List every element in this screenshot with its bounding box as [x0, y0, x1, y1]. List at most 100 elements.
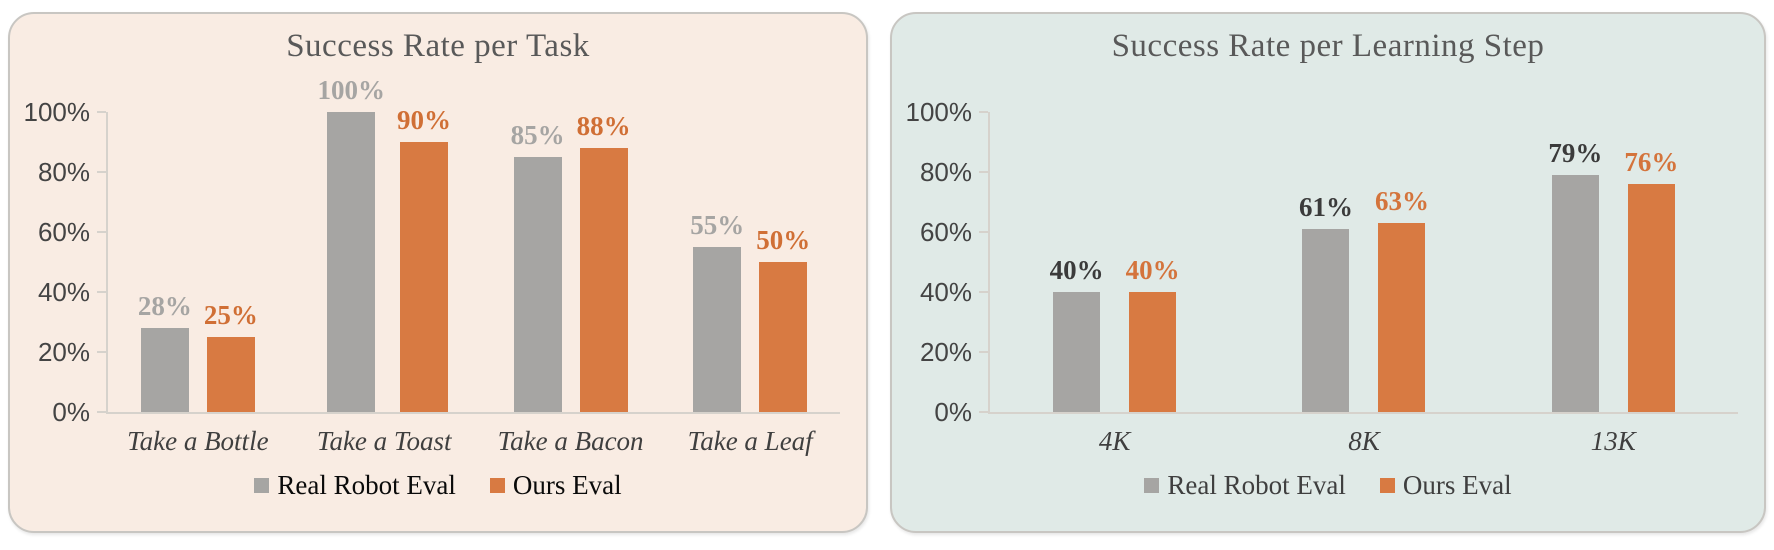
y-tick-label: 40%	[37, 277, 90, 307]
bar-value-label: 40%	[1125, 255, 1180, 285]
category-label: 13K	[1590, 426, 1636, 456]
y-tick-label: 60%	[919, 217, 972, 247]
y-tick-mark	[97, 411, 106, 413]
category-label: 8K	[1348, 426, 1380, 456]
bar-column: 100%	[317, 75, 385, 412]
bar-group: 100% 90% Take a Toast	[317, 75, 452, 456]
y-tick-label: 80%	[37, 157, 90, 187]
y-tick-mark	[979, 411, 988, 413]
plot-area: 28% 25% Take a Bottle 100% 90% Take a Toast 85…	[106, 75, 840, 456]
bar	[327, 112, 376, 412]
bar	[1302, 229, 1350, 412]
bar	[759, 262, 808, 412]
y-tick-mark	[97, 291, 106, 293]
chart-panel-task: Success Rate per Task 0% 20% 40% 60% 80% 100%…	[8, 12, 868, 533]
y-tick-mark	[97, 111, 106, 113]
category-label: Take a Toast	[316, 426, 452, 456]
legend-label: Ours Eval	[512, 470, 622, 500]
bar-value-label: 90%	[396, 105, 451, 135]
bar-column: 88%	[577, 111, 631, 412]
bar-column: 79%	[1548, 138, 1602, 412]
legend-item-real-robot-eval: Real Robot Eval	[254, 470, 456, 500]
bar-column: 63%	[1375, 186, 1429, 412]
bar	[1053, 292, 1101, 412]
bar-value-label: 76%	[1624, 147, 1679, 177]
bar-column: 90%	[397, 105, 451, 412]
legend-swatch-icon	[1144, 477, 1160, 493]
category-label: Take a Leaf	[687, 426, 813, 456]
bar-group: 55% 50% Take a Leaf	[688, 210, 813, 456]
chart-panel-learning-step: Success Rate per Learning Step 0% 20% 40% 6…	[890, 12, 1766, 533]
bar-column: 25%	[204, 300, 258, 412]
bar	[1129, 292, 1177, 412]
chart-area: 0% 20% 40% 60% 80% 100% 28% 25% Take a Bottle 10…	[10, 75, 866, 456]
bar-value-label: 25%	[203, 300, 258, 330]
y-tick-label: 0%	[52, 397, 90, 427]
legend-item-ours-eval: Ours Eval	[489, 470, 622, 500]
y-tick-mark	[979, 231, 988, 233]
legend-swatch-icon	[1379, 477, 1395, 493]
bar-column: 50%	[756, 225, 810, 412]
category-label: Take a Bottle	[127, 426, 269, 456]
legend-label: Real Robot Eval	[277, 470, 456, 500]
y-tick-label: 100%	[23, 97, 91, 127]
legend-label: Ours Eval	[1402, 470, 1512, 500]
legend-item-ours-eval: Ours Eval	[1379, 470, 1512, 500]
y-tick-mark	[97, 171, 106, 173]
y-tick-mark	[97, 351, 106, 353]
bar-value-label: 50%	[756, 225, 811, 255]
y-tick-label: 100%	[905, 97, 973, 127]
y-tick-mark	[979, 111, 988, 113]
bar-value-label: 28%	[137, 291, 192, 321]
bar-value-label: 100%	[317, 75, 385, 105]
legend: Real Robot Eval Ours Eval	[892, 470, 1764, 500]
legend-label: Real Robot Eval	[1167, 470, 1346, 500]
bar-column: 61%	[1299, 192, 1353, 412]
legend-item-real-robot-eval: Real Robot Eval	[1144, 470, 1346, 500]
bar	[140, 328, 189, 412]
bar-value-label: 79%	[1548, 138, 1603, 168]
bar-value-label: 63%	[1374, 186, 1429, 216]
bar	[1627, 184, 1675, 412]
y-tick-mark	[979, 351, 988, 353]
y-tick-mark	[979, 171, 988, 173]
bar	[513, 157, 562, 412]
y-tick-label: 40%	[919, 277, 972, 307]
bar-column: 55%	[690, 210, 744, 412]
bar-group: 28% 25% Take a Bottle	[127, 291, 269, 456]
bar-column: 40%	[1126, 255, 1180, 412]
bar-value-label: 61%	[1298, 192, 1353, 222]
y-axis: 0% 20% 40% 60% 80% 100%	[10, 97, 106, 427]
plot-area: 40% 40% 4K 61% 63% 8K 79% 76% 13K	[988, 112, 1738, 456]
bar	[1551, 175, 1599, 412]
chart-title-task: Success Rate per Task	[286, 28, 590, 64]
chart-title-learning-step: Success Rate per Learning Step	[1111, 28, 1545, 64]
legend-swatch-icon	[254, 477, 270, 493]
legend: Real Robot Eval Ours Eval	[10, 470, 866, 500]
y-axis: 0% 20% 40% 60% 80% 100%	[892, 97, 988, 427]
y-tick-label: 60%	[37, 217, 90, 247]
bar-group: 40% 40% 4K	[1050, 255, 1180, 456]
y-tick-mark	[979, 291, 988, 293]
bar	[693, 247, 742, 412]
chart-area: 0% 20% 40% 60% 80% 100% 40% 40% 4K 61% 63% 8K 79% 76…	[892, 97, 1764, 456]
bar-group: 61% 63% 8K	[1299, 186, 1429, 456]
bar-column: 40%	[1050, 255, 1104, 412]
bar	[399, 142, 448, 412]
bar-group: 85% 88% Take a Bacon	[498, 111, 644, 456]
bar-value-label: 88%	[576, 111, 631, 141]
bar	[579, 148, 628, 412]
bar-column: 76%	[1624, 147, 1678, 412]
category-label: 4K	[1098, 426, 1131, 456]
bar-value-label: 55%	[690, 210, 745, 240]
y-tick-label: 0%	[934, 397, 972, 427]
bar	[1378, 223, 1426, 412]
bar-group: 79% 76% 13K	[1548, 138, 1678, 456]
bar	[206, 337, 255, 412]
y-tick-label: 80%	[919, 157, 972, 187]
category-label: Take a Bacon	[497, 426, 644, 456]
bar-value-label: 85%	[510, 120, 565, 150]
legend-swatch-icon	[489, 477, 505, 493]
bar-column: 28%	[138, 291, 192, 412]
